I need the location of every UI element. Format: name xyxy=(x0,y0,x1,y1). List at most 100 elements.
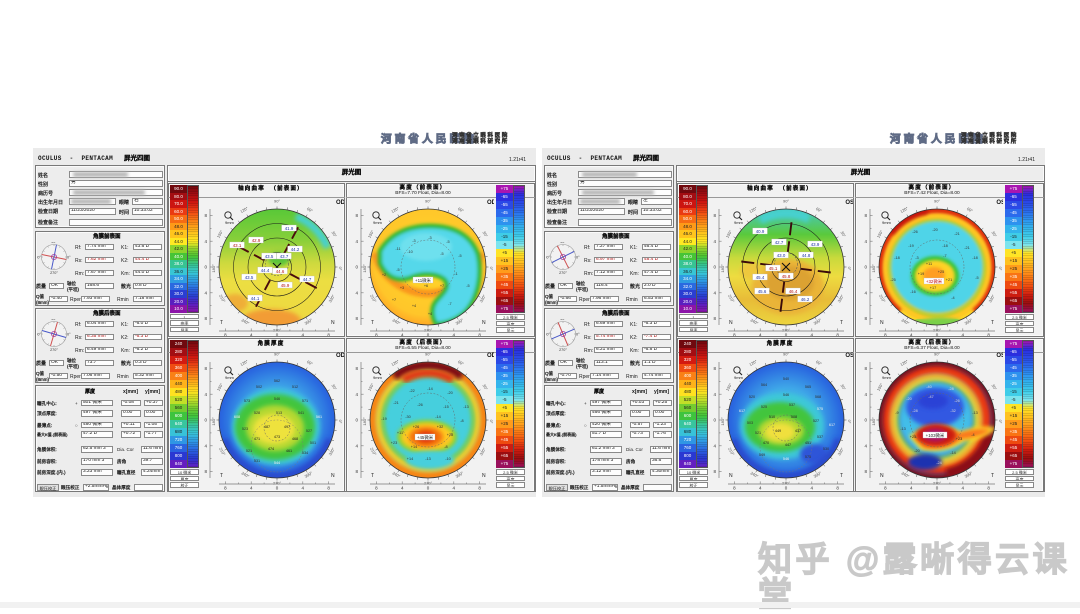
svg-text:8: 8 xyxy=(884,333,887,337)
svg-text:T: T xyxy=(840,473,843,479)
svg-text:44.2: 44.2 xyxy=(291,247,300,252)
svg-text:530: 530 xyxy=(823,447,829,451)
svg-text:180°: 180° xyxy=(211,264,216,273)
svg-text:0°: 0° xyxy=(338,420,343,424)
svg-text:527: 527 xyxy=(306,429,312,433)
svg-text:8: 8 xyxy=(478,333,481,337)
svg-text:8: 8 xyxy=(987,486,990,491)
svg-text:60°: 60° xyxy=(306,359,314,367)
svg-text:0: 0 xyxy=(713,265,716,270)
svg-text:-28: -28 xyxy=(948,387,954,391)
svg-text:30°: 30° xyxy=(991,230,999,238)
svg-text:-5: -5 xyxy=(466,284,469,288)
svg-text:8: 8 xyxy=(355,469,358,474)
svg-text:-14: -14 xyxy=(950,451,956,455)
svg-text:180°: 180° xyxy=(720,417,725,426)
svg-text:90°: 90° xyxy=(51,319,57,321)
svg-text:561: 561 xyxy=(316,415,322,419)
svg-text:30°: 30° xyxy=(840,383,848,391)
svg-text:210°: 210° xyxy=(369,447,378,457)
svg-text:-21: -21 xyxy=(964,246,970,250)
svg-text:42.7: 42.7 xyxy=(775,240,784,245)
svg-text:608: 608 xyxy=(234,415,240,419)
svg-text:T: T xyxy=(840,320,843,326)
svg-text:-14: -14 xyxy=(435,415,441,419)
svg-text:210°: 210° xyxy=(218,294,227,304)
svg-text:4: 4 xyxy=(713,290,716,295)
svg-text:+23: +23 xyxy=(391,441,397,445)
svg-text:-9: -9 xyxy=(895,411,898,415)
svg-text:T: T xyxy=(991,320,994,326)
svg-text:0: 0 xyxy=(864,265,867,270)
svg-text:508: 508 xyxy=(791,415,797,419)
svg-text:300°: 300° xyxy=(813,470,823,479)
svg-text:8: 8 xyxy=(224,486,227,491)
svg-text:30°: 30° xyxy=(840,230,848,238)
svg-text:0: 0 xyxy=(713,418,716,423)
svg-text:180°: 180° xyxy=(720,264,725,273)
svg-text:549: 549 xyxy=(759,453,765,457)
svg-text:90°: 90° xyxy=(274,352,280,357)
svg-text:46.4: 46.4 xyxy=(789,289,798,294)
svg-text:T: T xyxy=(220,473,223,479)
svg-text:-4: -4 xyxy=(951,296,954,300)
svg-text:120°: 120° xyxy=(390,205,400,214)
svg-text:+4: +4 xyxy=(428,312,432,316)
svg-text:60°: 60° xyxy=(815,206,823,214)
svg-text:4: 4 xyxy=(713,443,716,448)
svg-text:-14: -14 xyxy=(427,387,433,391)
svg-text:0: 0 xyxy=(936,333,939,337)
svg-text:60°: 60° xyxy=(966,359,974,367)
svg-text:468: 468 xyxy=(292,437,298,441)
svg-text:150°: 150° xyxy=(216,382,225,392)
svg-text:-32: -32 xyxy=(950,409,956,413)
svg-text:30°: 30° xyxy=(482,383,490,391)
svg-text:449: 449 xyxy=(775,429,781,433)
svg-text:-5: -5 xyxy=(975,276,978,280)
svg-text:4: 4 xyxy=(250,333,253,337)
svg-text:120°: 120° xyxy=(239,205,249,214)
svg-text:90°: 90° xyxy=(934,352,940,357)
svg-text:521: 521 xyxy=(246,449,252,453)
svg-text:0: 0 xyxy=(204,265,207,270)
svg-text:0: 0 xyxy=(864,418,867,423)
svg-text:46.2: 46.2 xyxy=(801,297,810,302)
svg-text:4: 4 xyxy=(453,486,456,491)
svg-text:-8: -8 xyxy=(460,419,463,423)
svg-text:300°: 300° xyxy=(964,317,974,326)
svg-text:210°: 210° xyxy=(727,447,736,457)
svg-text:502: 502 xyxy=(256,385,262,389)
svg-text:-19: -19 xyxy=(381,417,387,421)
svg-text:43.7: 43.7 xyxy=(280,254,289,259)
svg-text:90°: 90° xyxy=(425,199,431,204)
svg-text:41.9: 41.9 xyxy=(285,226,294,231)
svg-text:8: 8 xyxy=(836,333,839,337)
svg-text:44.8: 44.8 xyxy=(802,253,811,258)
svg-text:546: 546 xyxy=(783,393,789,397)
svg-text:180°: 180° xyxy=(362,417,367,426)
svg-text:8: 8 xyxy=(355,366,358,371)
svg-text:8: 8 xyxy=(355,316,358,321)
svg-text:44.6: 44.6 xyxy=(276,269,285,274)
svg-text:544: 544 xyxy=(274,461,280,465)
svg-text:270°: 270° xyxy=(50,348,58,351)
svg-text:300°: 300° xyxy=(813,317,823,326)
svg-text:60°: 60° xyxy=(457,206,465,214)
svg-text:180°: 180° xyxy=(362,264,367,273)
svg-text:+14: +14 xyxy=(407,457,413,461)
svg-text:300°: 300° xyxy=(455,317,465,326)
svg-text:45.8: 45.8 xyxy=(782,274,791,279)
svg-text:OD: OD xyxy=(487,353,494,359)
svg-text:30°: 30° xyxy=(331,230,339,238)
svg-text:0: 0 xyxy=(204,418,207,423)
svg-text:520: 520 xyxy=(749,395,755,399)
svg-text:240°: 240° xyxy=(901,470,911,479)
svg-text:0°: 0° xyxy=(998,267,1003,271)
svg-text:-10: -10 xyxy=(445,457,451,461)
svg-text:-47: -47 xyxy=(928,395,934,399)
svg-text:-8: -8 xyxy=(444,445,447,449)
svg-text:4: 4 xyxy=(713,239,716,244)
svg-text:240°: 240° xyxy=(241,470,251,479)
svg-text:562: 562 xyxy=(274,379,280,383)
svg-text:4: 4 xyxy=(962,486,965,491)
